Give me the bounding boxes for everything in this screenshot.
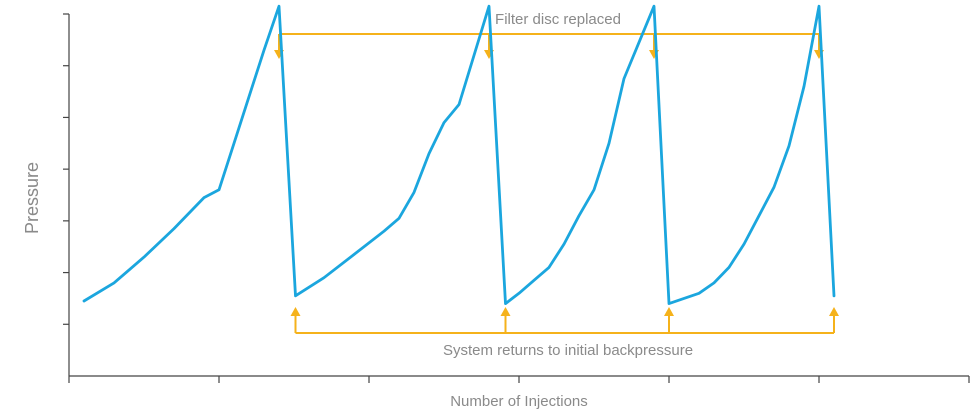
up-arrow-icon: [290, 307, 301, 316]
replaced-label: Filter disc replaced: [495, 11, 621, 28]
x-axis-label: Number of Injections: [450, 393, 588, 410]
data-points: [83, 6, 835, 304]
up-arrow-icon: [829, 307, 839, 316]
y-ticks: [63, 13, 69, 325]
replaced-label-bg: [470, 8, 646, 30]
annotations: Filter disc replaced System returns to in…: [274, 8, 839, 360]
pressure-series-line: [82, 4, 836, 305]
x-ticks: [68, 376, 970, 383]
backpressure-label-bg: [414, 338, 724, 360]
backpressure-label: System returns to initial backpressure: [443, 342, 693, 359]
y-axis-label: Pressure: [22, 162, 42, 234]
up-arrow-icon: [664, 307, 674, 316]
up-arrow-icon: [500, 307, 511, 316]
